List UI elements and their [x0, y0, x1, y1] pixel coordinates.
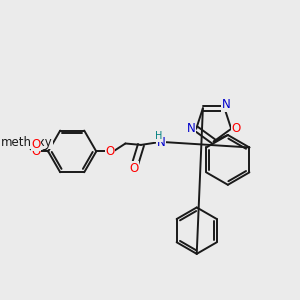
- Text: N: N: [221, 98, 230, 111]
- Text: O: O: [105, 145, 115, 158]
- Text: O: O: [31, 138, 40, 151]
- Text: N: N: [157, 136, 166, 148]
- Text: methoxy: methoxy: [1, 136, 53, 148]
- Text: H: H: [154, 131, 162, 141]
- Text: O: O: [32, 145, 41, 158]
- Text: O: O: [129, 162, 139, 175]
- Text: O: O: [232, 122, 241, 135]
- Text: N: N: [187, 122, 196, 135]
